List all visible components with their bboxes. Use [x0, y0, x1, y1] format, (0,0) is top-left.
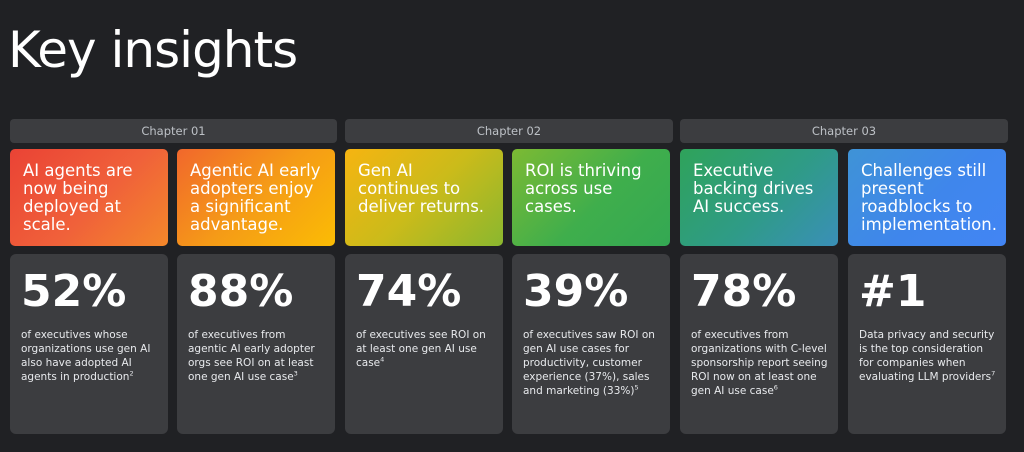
- insight-headline-1: AI agents are now being deployed at scal…: [10, 149, 168, 246]
- insight-headline-6: Challenges still present roadblocks to i…: [848, 149, 1006, 246]
- stat-value: 52%: [21, 266, 127, 317]
- stat-value: 78%: [691, 266, 797, 317]
- stat-description: of executives whose organizations use ge…: [21, 329, 151, 383]
- chapter-label-02: Chapter 02: [345, 119, 673, 143]
- footnote-marker: 3: [293, 369, 298, 378]
- stat-description: of executives from organizations with C-…: [691, 329, 828, 397]
- stat-value: #1: [859, 266, 927, 317]
- chapter-label-03: Chapter 03: [680, 119, 1008, 143]
- stat-value: 39%: [523, 266, 629, 317]
- insight-stat-card-5: 78% of executives from organizations wit…: [680, 254, 838, 434]
- insight-headline-4: ROI is thriving across use cases.: [512, 149, 670, 246]
- chapter-bar: Chapter 01 Chapter 02 Chapter 03: [10, 119, 1008, 143]
- insight-headline-3: Gen AI continues to deliver returns.: [345, 149, 503, 246]
- insight-stat-card-3: 74% of executives see ROI on at least on…: [345, 254, 503, 434]
- stat-description: of executives see ROI on at least one ge…: [356, 329, 486, 369]
- stat-description: of executives from agentic AI early adop…: [188, 329, 315, 383]
- footnote-marker: 4: [380, 355, 385, 364]
- footnote-marker: 2: [129, 369, 134, 378]
- insight-stat-card-6: #1 Data privacy and security is the top …: [848, 254, 1006, 434]
- stat-description: Data privacy and security is the top con…: [859, 329, 996, 383]
- page-title: Key insights: [8, 21, 298, 79]
- stat-description: of executives saw ROI on gen AI use case…: [523, 329, 655, 397]
- footnote-marker: 6: [773, 383, 778, 392]
- stat-value: 88%: [188, 266, 294, 317]
- footnote-marker: 5: [634, 383, 639, 392]
- insight-stat-card-1: 52% of executives whose organizations us…: [10, 254, 168, 434]
- insight-headline-2: Agentic AI early adopters enjoy a signif…: [177, 149, 335, 246]
- stat-value: 74%: [356, 266, 462, 317]
- footnote-marker: 7: [991, 369, 996, 378]
- insight-stat-card-4: 39% of executives saw ROI on gen AI use …: [512, 254, 670, 434]
- insight-cards: AI agents are now being deployed at scal…: [10, 149, 1008, 449]
- insight-headline-5: Executive backing drives AI success.: [680, 149, 838, 246]
- chapter-label-01: Chapter 01: [10, 119, 337, 143]
- insight-stat-card-2: 88% of executives from agentic AI early …: [177, 254, 335, 434]
